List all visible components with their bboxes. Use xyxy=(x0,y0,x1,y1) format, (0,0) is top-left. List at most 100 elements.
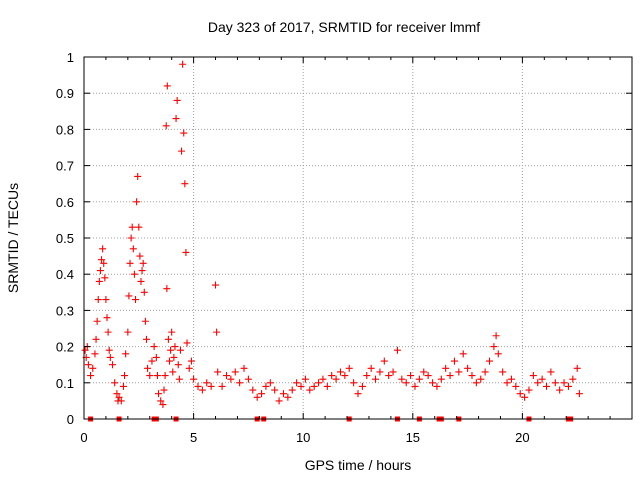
data-point xyxy=(266,379,274,387)
data-point xyxy=(490,343,498,351)
data-point xyxy=(512,382,520,390)
data-point xyxy=(529,372,537,380)
data-point xyxy=(129,245,137,253)
data-point xyxy=(407,372,415,380)
data-point xyxy=(492,332,500,340)
data-point xyxy=(301,375,309,383)
data-point xyxy=(167,346,175,354)
data-point xyxy=(176,346,184,354)
data-point xyxy=(169,368,177,376)
data-point xyxy=(472,379,480,387)
data-point xyxy=(146,372,154,380)
data-point xyxy=(543,382,551,390)
data-point xyxy=(105,346,113,354)
data-point xyxy=(182,248,190,256)
data-point xyxy=(573,364,581,372)
data-point xyxy=(534,379,542,387)
data-point xyxy=(306,386,314,394)
data-point xyxy=(165,357,173,365)
data-point xyxy=(214,368,222,376)
data-point xyxy=(127,234,135,242)
y-tick-label: 0 xyxy=(67,412,74,427)
data-point xyxy=(323,382,331,390)
data-point xyxy=(212,281,220,289)
data-point xyxy=(218,382,226,390)
data-point xyxy=(87,372,95,380)
data-point xyxy=(194,382,202,390)
data-point xyxy=(174,361,182,369)
data-point xyxy=(398,375,406,383)
data-point xyxy=(111,379,119,387)
data-point xyxy=(171,343,179,351)
grid xyxy=(84,57,632,419)
data-point xyxy=(231,368,239,376)
data-point xyxy=(121,372,129,380)
data-point xyxy=(367,364,375,372)
data-point xyxy=(125,292,133,300)
y-axis-label: SRMTID / TECUs xyxy=(5,183,21,293)
data-point xyxy=(424,372,432,380)
data-point xyxy=(499,368,507,376)
data-point xyxy=(152,353,160,361)
data-point xyxy=(98,256,106,264)
data-point xyxy=(556,386,564,394)
data-point xyxy=(101,274,109,282)
data-point xyxy=(222,372,230,380)
data-point xyxy=(207,382,215,390)
data-point xyxy=(415,375,423,383)
data-point xyxy=(271,386,279,394)
data-point xyxy=(132,296,140,304)
data-point xyxy=(103,314,111,322)
data-point xyxy=(420,368,428,376)
data-point xyxy=(100,259,108,267)
data-point xyxy=(168,328,176,336)
y-tick-label: 0.4 xyxy=(56,267,74,282)
data-point xyxy=(190,375,198,383)
data-point xyxy=(161,372,169,380)
data-point xyxy=(284,393,292,401)
data-point xyxy=(133,198,141,206)
data-point xyxy=(275,397,283,405)
data-point xyxy=(173,96,181,104)
data-point xyxy=(319,375,327,383)
data-point xyxy=(185,364,193,372)
data-point xyxy=(153,372,161,380)
data-point xyxy=(507,375,515,383)
data-point xyxy=(459,350,467,358)
data-point xyxy=(297,382,305,390)
data-point xyxy=(547,368,555,376)
data-point xyxy=(315,379,323,387)
data-point xyxy=(106,353,114,361)
data-point xyxy=(172,115,180,123)
data-point xyxy=(328,372,336,380)
data-point xyxy=(363,372,371,380)
data-point xyxy=(240,364,248,372)
data-point xyxy=(102,296,110,304)
data-point xyxy=(164,335,172,343)
data-point xyxy=(155,390,163,398)
data-point xyxy=(345,364,353,372)
data-point xyxy=(538,375,546,383)
data-point xyxy=(385,372,393,380)
data-point xyxy=(372,375,380,383)
data-point xyxy=(236,379,244,387)
data-point xyxy=(119,382,127,390)
data-points xyxy=(81,60,583,409)
x-tick-label: 10 xyxy=(296,430,310,445)
data-point xyxy=(455,368,463,376)
data-point xyxy=(141,317,149,325)
data-point xyxy=(203,379,211,387)
data-point xyxy=(253,393,261,401)
x-axis-label: GPS time / hours xyxy=(305,457,412,473)
data-point xyxy=(227,375,235,383)
data-point xyxy=(521,393,529,401)
data-point xyxy=(179,60,187,68)
data-point xyxy=(126,259,134,267)
data-point xyxy=(170,353,178,361)
data-point xyxy=(136,252,144,260)
data-point xyxy=(477,375,485,383)
data-point xyxy=(138,267,146,275)
data-point xyxy=(354,390,362,398)
data-point xyxy=(481,368,489,376)
data-point xyxy=(162,122,170,130)
